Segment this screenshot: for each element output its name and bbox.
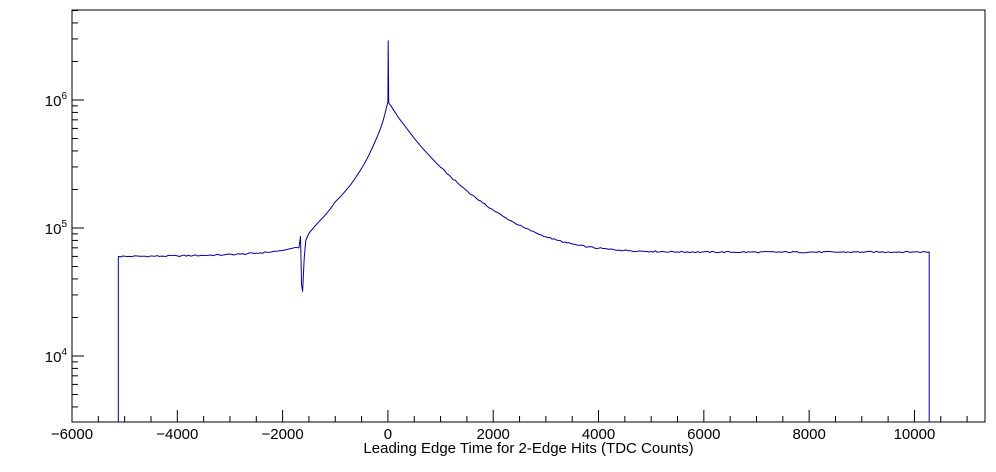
y-tick-label: 105 [45,219,68,238]
x-tick-label: 4000 [582,426,615,443]
histogram-line [117,40,930,422]
x-tick-label: 6000 [687,426,720,443]
x-tick-label: −2000 [262,426,304,443]
x-tick-label: 2000 [477,426,510,443]
x-tick-label: 0 [384,426,392,443]
plot-frame [71,9,986,423]
x-tick-label: −6000 [51,426,93,443]
y-tick-label: 104 [45,347,68,366]
x-tick-label: 8000 [792,426,825,443]
x-tick-label: 10000 [894,426,936,443]
y-tick-label: 106 [45,91,68,110]
x-tick-label: −4000 [156,426,198,443]
